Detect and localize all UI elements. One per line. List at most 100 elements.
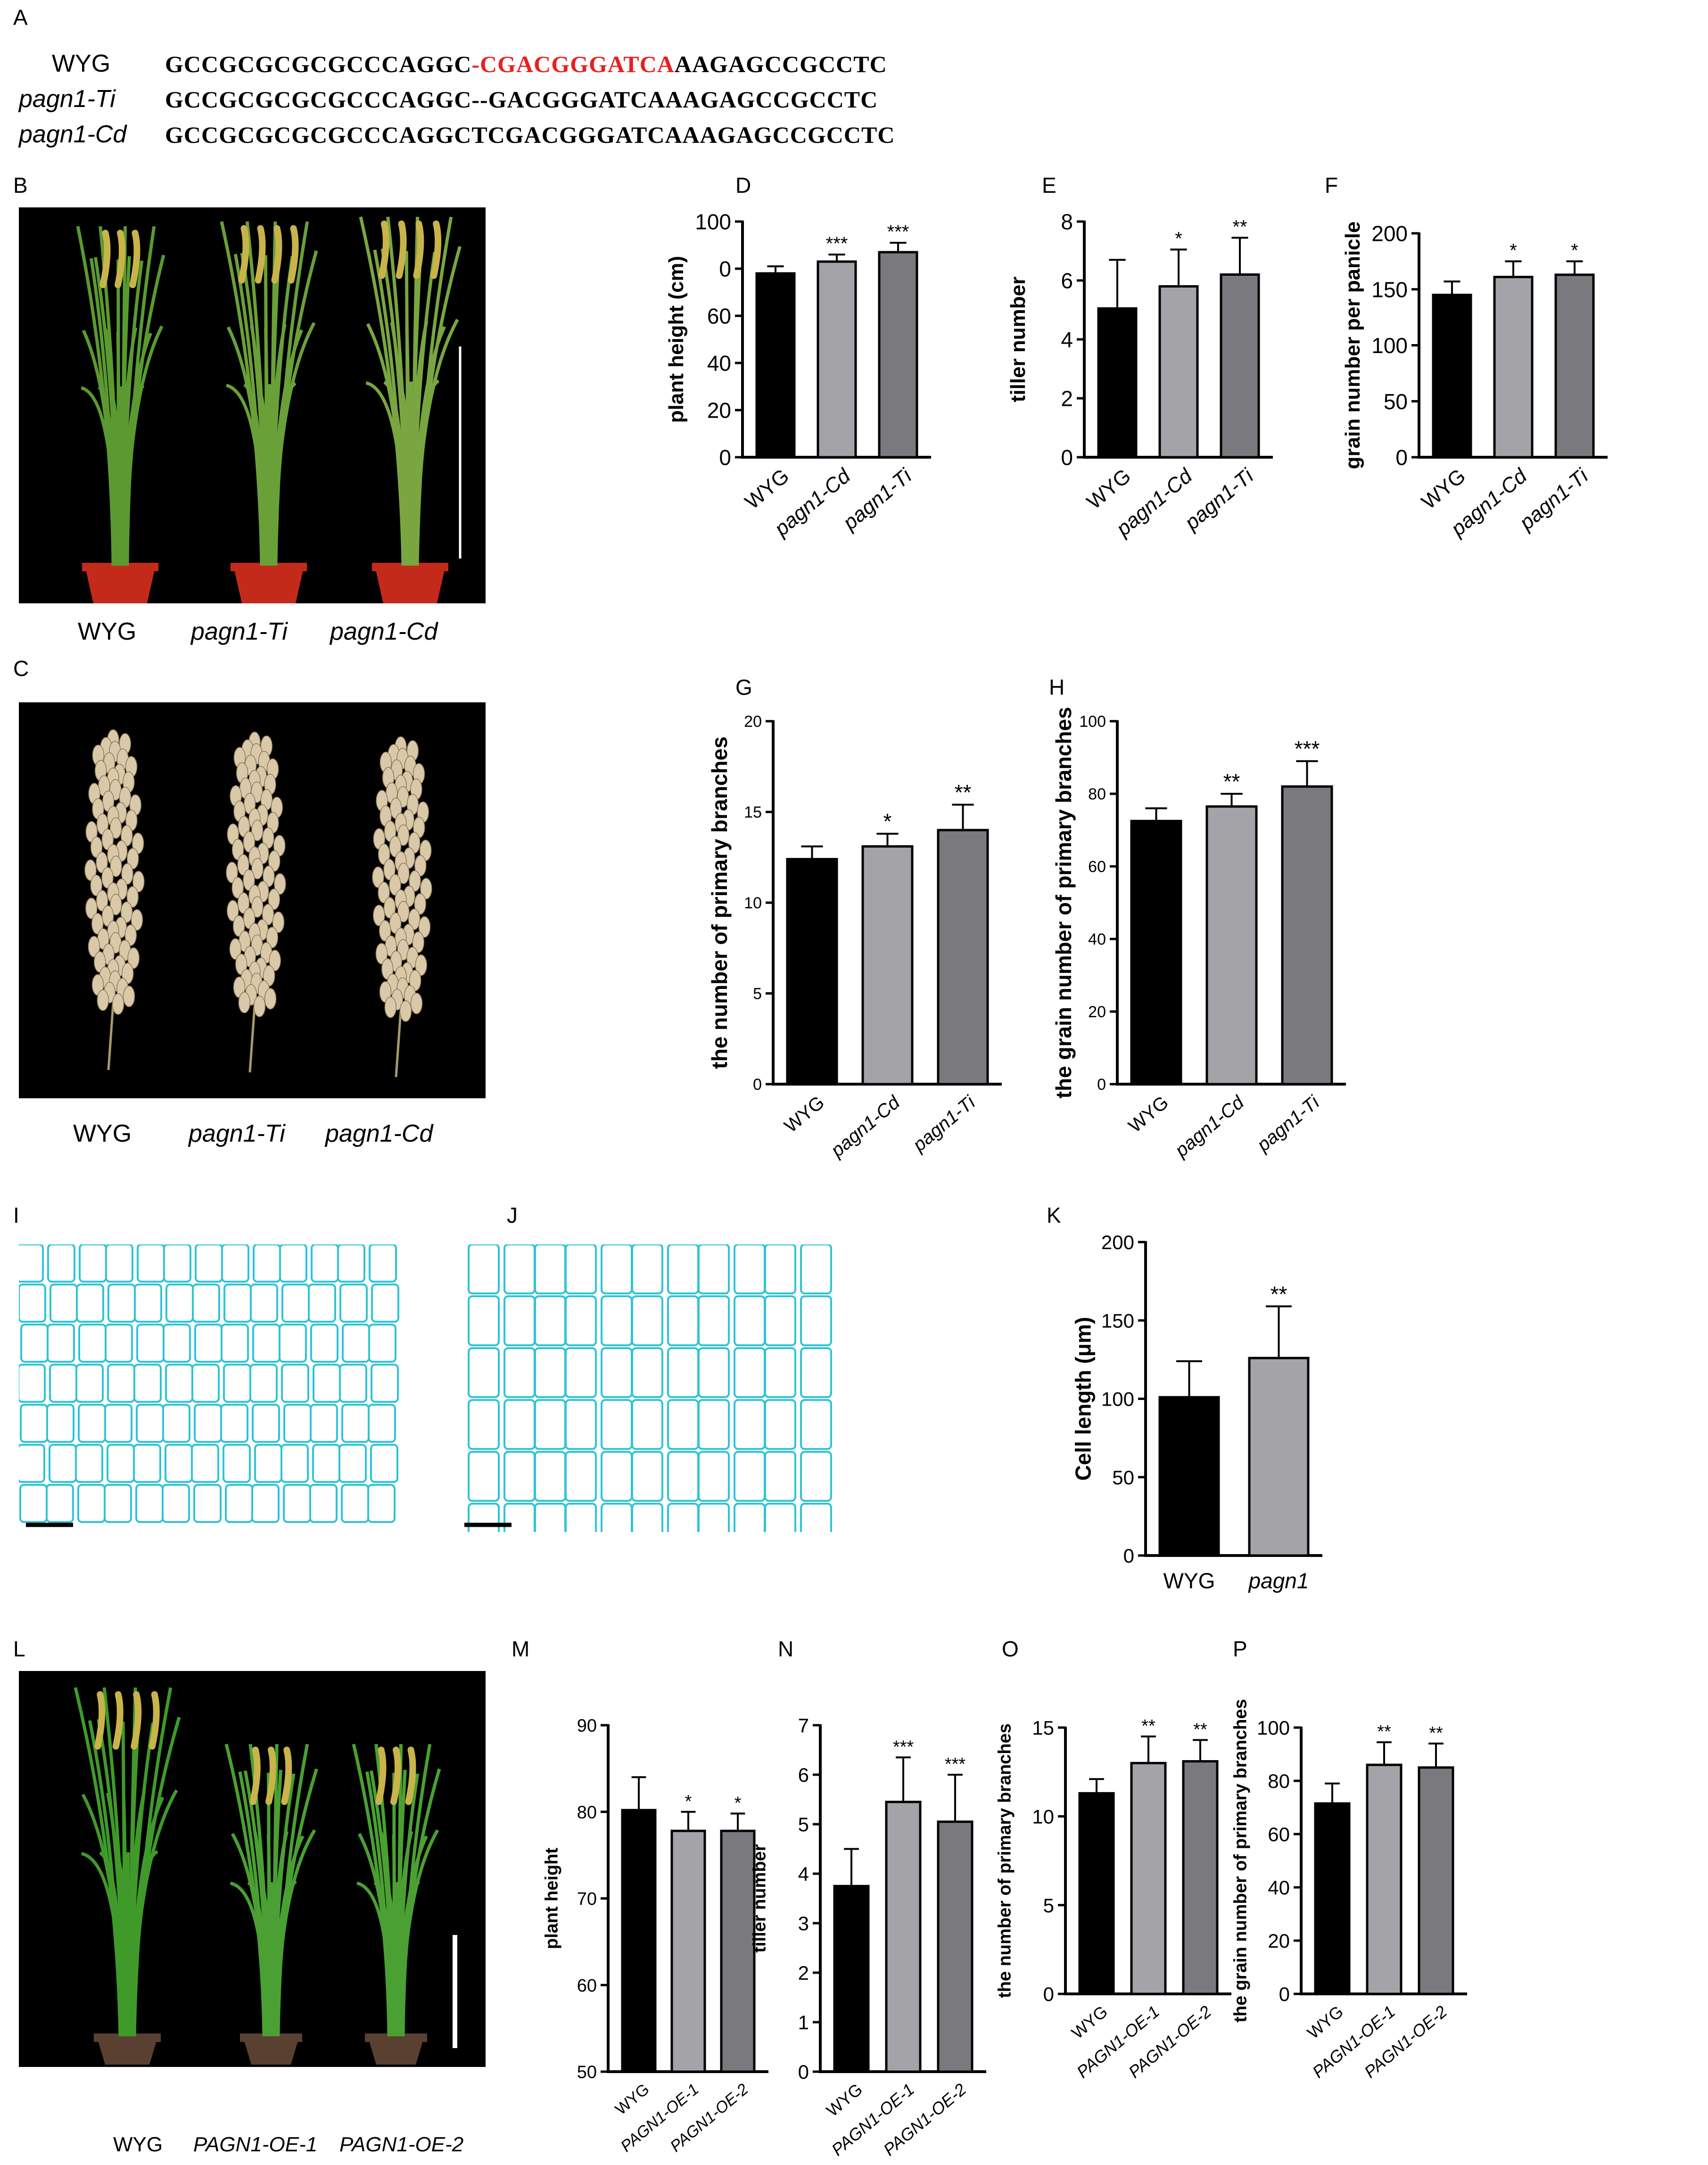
cell bbox=[468, 1347, 500, 1398]
cell bbox=[369, 1244, 397, 1283]
pot bbox=[243, 2036, 299, 2065]
chart-cell-length: 0 50 100 150 200 Cell length (μm) WYG ** pagn1 bbox=[1071, 1231, 1322, 1593]
grain bbox=[90, 836, 103, 858]
cell bbox=[195, 1244, 223, 1283]
cell bbox=[698, 1451, 730, 1502]
grain bbox=[409, 870, 421, 892]
y-tick-label: 50 bbox=[1384, 389, 1408, 414]
bar-PAGN1-OE-1 bbox=[670, 1829, 706, 2073]
grain bbox=[408, 908, 421, 930]
cell bbox=[503, 1295, 536, 1346]
y-tick-label: 5 bbox=[798, 1813, 809, 1836]
cell bbox=[341, 1484, 369, 1523]
category-label: WYG bbox=[781, 1092, 828, 1137]
chart-grain-number: 0 50 100 150 200 grain number per panicle WYG *… bbox=[1341, 222, 1608, 541]
cell bbox=[78, 1404, 106, 1443]
cell bbox=[601, 1347, 633, 1398]
y-tick-label: 0 bbox=[1043, 1983, 1054, 2005]
cell bbox=[368, 1324, 396, 1363]
cell bbox=[800, 1347, 832, 1398]
cell bbox=[221, 1324, 249, 1363]
cell bbox=[764, 1244, 796, 1294]
cell bbox=[283, 1484, 311, 1523]
panel-letter-P: P bbox=[1233, 1637, 1247, 1661]
cell bbox=[107, 1444, 135, 1483]
cell bbox=[503, 1451, 536, 1502]
chart-plant-height: 0 20 40 60 0 100 plant height (cm) WYG *** pagn1-… bbox=[665, 210, 931, 541]
significance-mark: *** bbox=[887, 222, 909, 242]
y-tick-label: 4 bbox=[1061, 328, 1073, 352]
category-label: WYG bbox=[612, 2080, 653, 2118]
grain bbox=[378, 843, 390, 865]
bar-WYG bbox=[1314, 1802, 1351, 1995]
caption-b-1: WYG bbox=[78, 618, 137, 645]
cell bbox=[339, 1284, 368, 1323]
cell bbox=[764, 1451, 796, 1502]
cell bbox=[734, 1399, 766, 1450]
grain bbox=[238, 992, 251, 1013]
bar-WYG bbox=[833, 1885, 870, 2073]
y-tick-label: 200 bbox=[1371, 222, 1408, 246]
cell bbox=[107, 1364, 135, 1403]
bar-pagn1-Cd bbox=[1158, 285, 1199, 459]
plant-photo-l-art bbox=[74, 1687, 457, 2065]
cell bbox=[734, 1244, 766, 1294]
plant-photo-l bbox=[19, 1671, 486, 2067]
cell bbox=[667, 1399, 699, 1450]
grain bbox=[110, 894, 122, 915]
y-axis-title: plant height bbox=[542, 1848, 562, 1950]
cell bbox=[565, 1503, 597, 1532]
panel-letter-C: C bbox=[13, 656, 29, 681]
leaf bbox=[132, 1687, 173, 2037]
cell bbox=[49, 1364, 77, 1403]
grain bbox=[272, 911, 285, 933]
panel-letter-B: B bbox=[13, 173, 28, 198]
panicle bbox=[390, 1746, 401, 1805]
grain bbox=[274, 873, 286, 895]
cell bbox=[468, 1244, 500, 1294]
cell bbox=[339, 1364, 367, 1403]
bar-PAGN1-OE-1 bbox=[885, 1801, 922, 2073]
cell bbox=[194, 1404, 222, 1443]
leaf bbox=[81, 386, 117, 566]
cell bbox=[503, 1347, 536, 1398]
cell bbox=[253, 1244, 281, 1283]
cell bbox=[133, 1444, 161, 1483]
panel-letter-M: M bbox=[512, 1637, 530, 1661]
panicle bbox=[131, 1691, 142, 1750]
category-label: pagn1 bbox=[1248, 1568, 1309, 1593]
grain bbox=[268, 889, 280, 910]
cell bbox=[338, 1444, 367, 1483]
pot bbox=[375, 566, 446, 603]
grain bbox=[264, 988, 277, 1010]
cell bbox=[165, 1364, 193, 1403]
cell bbox=[631, 1451, 663, 1502]
grain bbox=[418, 916, 431, 938]
significance-mark: *** bbox=[945, 1754, 966, 1774]
leaf bbox=[276, 1744, 309, 2037]
y-tick-label: 4 bbox=[798, 1863, 809, 1885]
micrograph-i bbox=[19, 1244, 429, 1532]
cell bbox=[20, 1404, 48, 1443]
y-tick-label: 1 bbox=[798, 2011, 809, 2033]
cell bbox=[163, 1244, 191, 1283]
grain bbox=[397, 824, 410, 846]
grain bbox=[389, 836, 402, 857]
panel-letter-E: E bbox=[1042, 173, 1056, 198]
cell bbox=[312, 1444, 340, 1483]
significance-mark: * bbox=[883, 809, 892, 834]
panel-letter-A: A bbox=[13, 5, 28, 30]
cell bbox=[601, 1503, 633, 1532]
significance-mark: ** bbox=[1271, 1282, 1287, 1306]
bar-PAGN1-OE-1 bbox=[1366, 1763, 1403, 1995]
category-label: WYG bbox=[741, 464, 793, 514]
cell bbox=[764, 1399, 796, 1450]
caption-b-3: pagn1-Cd bbox=[330, 618, 438, 645]
significance-mark: ** bbox=[1232, 216, 1247, 237]
grain bbox=[397, 901, 410, 922]
panicle bbox=[378, 220, 389, 279]
grain bbox=[120, 901, 133, 923]
cell bbox=[223, 1364, 251, 1403]
bar-WYG bbox=[1158, 1396, 1220, 1557]
cell bbox=[601, 1244, 633, 1294]
